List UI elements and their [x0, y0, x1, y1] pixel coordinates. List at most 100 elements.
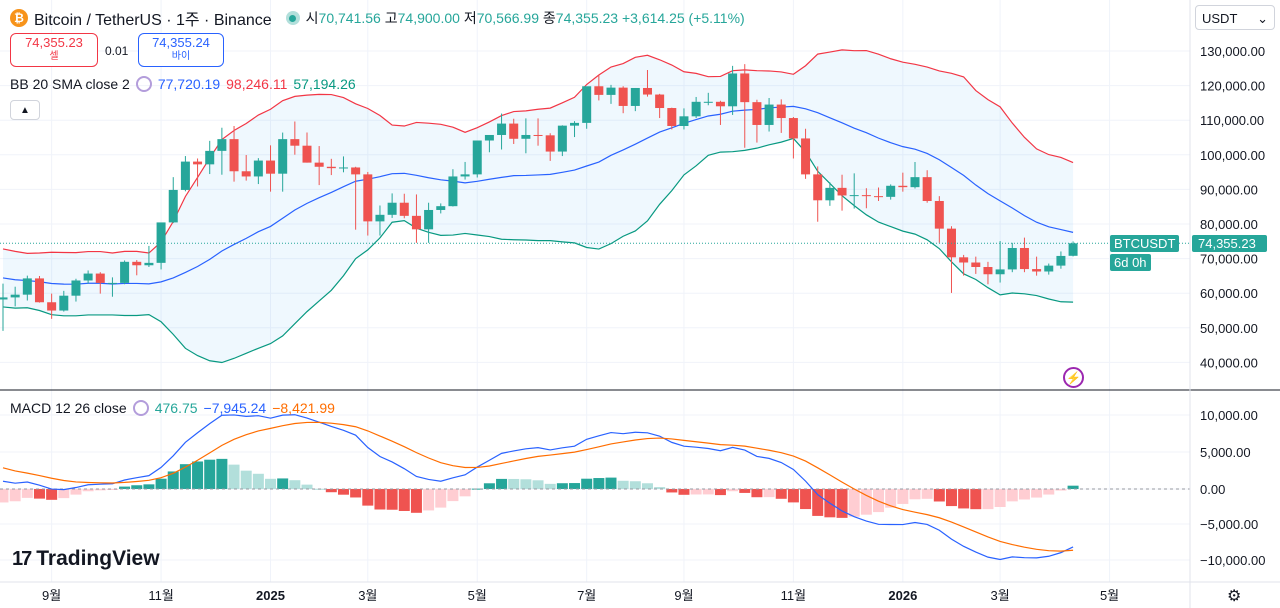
- macd-histogram-bar: [277, 478, 289, 489]
- candle-body: [193, 161, 203, 165]
- last-price-tag: 74,355.23: [1192, 235, 1267, 252]
- macd-hist-value: 476.75: [154, 400, 198, 416]
- time-axis-label: 3월: [991, 588, 1010, 603]
- macd-histogram-bar: [325, 489, 337, 493]
- macd-histogram-bar: [860, 489, 872, 515]
- price-axis-label: 90,000.00: [1200, 182, 1258, 197]
- macd-axis-label: 0.00: [1200, 482, 1225, 497]
- candle-body: [497, 123, 507, 135]
- collapse-legend-button[interactable]: ▲: [10, 100, 40, 120]
- candle-body: [205, 150, 215, 165]
- macd-histogram-bar: [836, 489, 848, 518]
- candle-body: [570, 122, 580, 126]
- price-axis-label: 40,000.00: [1200, 355, 1258, 370]
- spread: 0.01: [105, 44, 129, 58]
- candle-body: [861, 195, 871, 197]
- candle-body: [47, 302, 57, 311]
- macd-histogram-bar: [1006, 489, 1018, 502]
- time-axis-label: 5월: [1100, 588, 1119, 603]
- bb-legend[interactable]: BB 20 SMA close 2 77,720.19 98,246.11 57…: [10, 76, 356, 92]
- currency-select[interactable]: USDT ⌄: [1195, 5, 1275, 30]
- candle-body: [594, 86, 604, 95]
- high-value: 74,900.00: [397, 10, 460, 26]
- sell-price: 74,355.23: [25, 35, 83, 50]
- candle-body: [290, 139, 300, 146]
- tradingview-logo[interactable]: 17 TradingView: [12, 547, 160, 571]
- candle-body: [557, 125, 567, 152]
- candle-body: [509, 123, 519, 139]
- ohlc-values: 시70,741.56 고74,900.00 저70,566.99 종74,355…: [306, 8, 745, 28]
- candle-body: [59, 295, 69, 311]
- candle-body: [448, 176, 458, 207]
- macd-histogram-bar: [763, 489, 775, 498]
- macd-histogram-bar: [727, 489, 739, 492]
- macd-histogram-bar: [544, 483, 556, 489]
- data-loading-icon: [135, 76, 152, 92]
- candle-body: [436, 206, 446, 210]
- macd-histogram-bar: [775, 489, 787, 499]
- candle-body: [995, 269, 1005, 275]
- open-label: 시: [305, 10, 319, 26]
- sell-button[interactable]: 74,355.23 셀: [10, 33, 98, 67]
- chevron-up-icon: ▲: [20, 104, 30, 116]
- macd-legend[interactable]: MACD 12 26 close 476.75 −7,945.24 −8,421…: [10, 400, 335, 416]
- candle-body: [278, 139, 288, 174]
- candle-body: [740, 73, 750, 103]
- candle-body: [326, 166, 336, 169]
- macd-histogram-bar: [1031, 489, 1043, 498]
- macd-signal-value: −8,421.99: [272, 400, 335, 416]
- macd-histogram-bar: [812, 489, 824, 516]
- symbol-title[interactable]: Bitcoin / TetherUS · 1주 · Binance: [34, 12, 272, 29]
- candle-body: [83, 273, 93, 281]
- candle-body: [266, 160, 276, 174]
- candle-body: [1007, 247, 1017, 270]
- macd-histogram-bar: [192, 461, 204, 489]
- candle-body: [180, 161, 190, 190]
- macd-histogram-bar: [9, 489, 21, 502]
- bitcoin-icon: ₿: [10, 9, 28, 27]
- macd-histogram-bar: [70, 489, 82, 495]
- macd-histogram-bar: [119, 486, 131, 489]
- candle-body: [533, 134, 543, 136]
- candle-body: [898, 185, 908, 188]
- price-change: +3,614.25 (+5.11%): [621, 10, 745, 26]
- macd-histogram-bar: [82, 489, 94, 492]
- sell-label: 셀: [49, 51, 59, 62]
- macd-histogram-bar: [58, 489, 70, 499]
- bb-fill: [3, 49, 1074, 363]
- settings-icon[interactable]: ⚙: [1227, 588, 1242, 605]
- macd-histogram-bar: [143, 484, 155, 489]
- candle-body: [22, 278, 32, 295]
- macd-histogram-bar: [374, 489, 386, 510]
- macd-histogram-bar: [21, 489, 33, 498]
- bb-basis-line: [2, 105, 1074, 285]
- macd-histogram-bar: [909, 489, 921, 500]
- candle-body: [168, 189, 178, 223]
- buy-button[interactable]: 74,355.24 바이: [138, 33, 224, 67]
- macd-histogram-bar: [933, 489, 945, 502]
- candle-body: [484, 134, 494, 141]
- candle-body: [156, 222, 166, 263]
- price-axis-label: 50,000.00: [1200, 321, 1258, 336]
- macd-histogram-bar: [410, 489, 422, 513]
- macd-line-value: −7,945.24: [203, 400, 267, 416]
- low-value: 70,566.99: [476, 10, 539, 26]
- macd-histogram-bar: [897, 489, 909, 504]
- candle-body: [1068, 243, 1078, 256]
- bb-upper-value: 98,246.11: [226, 76, 288, 92]
- macd-histogram-bar: [787, 489, 799, 503]
- time-axis-label: 11월: [148, 588, 173, 603]
- macd-histogram-bar: [362, 489, 374, 506]
- data-loading-icon: [132, 400, 149, 416]
- lightning-icon[interactable]: ⚡: [1063, 367, 1084, 388]
- time-axis-label: 11월: [781, 588, 806, 603]
- candle-body: [71, 280, 81, 296]
- macd-histogram-bar: [33, 489, 45, 499]
- macd-label: MACD 12 26 close: [10, 400, 127, 416]
- candle-body: [314, 162, 324, 167]
- price-axis-label: 100,000.00: [1200, 148, 1265, 163]
- macd-histogram-bar: [958, 489, 970, 509]
- candle-body: [679, 116, 689, 126]
- macd-histogram-bar: [982, 489, 994, 510]
